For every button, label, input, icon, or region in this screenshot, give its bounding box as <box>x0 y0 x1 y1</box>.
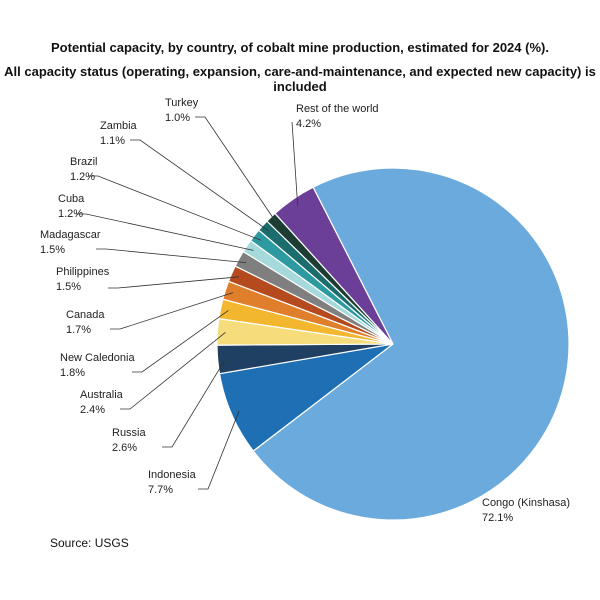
slice-value-label: 1.1% <box>100 135 125 147</box>
chart-title: Potential capacity, by country, of cobal… <box>51 40 549 55</box>
slice-value-label: 2.6% <box>112 442 137 454</box>
slice-label: Rest of the world <box>296 103 379 115</box>
leader-line <box>96 248 247 263</box>
slice-label: Zambia <box>100 120 138 132</box>
slice-label: New Caledonia <box>60 352 135 364</box>
leader-line <box>195 116 277 224</box>
source-note: Source: USGS <box>50 536 129 550</box>
leader-line <box>130 139 269 232</box>
slice-value-label: 2.4% <box>80 404 105 416</box>
slice-label: Indonesia <box>148 469 197 481</box>
slice-value-label: 72.1% <box>482 512 513 524</box>
slice-label: Turkey <box>165 97 199 109</box>
slice-value-label: 1.2% <box>70 171 95 183</box>
slice-label: Philippines <box>56 266 110 278</box>
slice-value-label: 1.7% <box>66 324 91 336</box>
leader-line <box>76 213 254 251</box>
slice-label: Australia <box>80 389 124 401</box>
leader-line <box>291 121 299 206</box>
slice-value-label: 1.8% <box>60 367 85 379</box>
slice-value-label: 1.2% <box>58 208 83 220</box>
slice-label: Madagascar <box>40 229 101 241</box>
slice-value-label: 1.0% <box>165 112 190 124</box>
leader-line <box>110 292 234 330</box>
pie-slice-congo-kinshasa <box>252 167 570 521</box>
leader-line <box>132 310 229 373</box>
pie-slice-rest-of-the-world <box>274 186 394 345</box>
slice-value-label: 7.7% <box>148 484 173 496</box>
slice-value-label: 1.5% <box>40 244 65 256</box>
leader-line <box>198 411 240 490</box>
slice-value-label: 4.2% <box>296 118 321 130</box>
leader-line <box>108 276 240 289</box>
leader-line <box>120 332 226 410</box>
leader-line <box>88 175 262 241</box>
slice-value-label: 1.5% <box>56 281 81 293</box>
leader-line <box>162 358 226 448</box>
slice-label: Canada <box>66 309 105 321</box>
slice-label: Cuba <box>58 193 85 205</box>
slice-label: Brazil <box>70 156 98 168</box>
slice-label: Congo (Kinshasa) <box>482 497 570 509</box>
slice-label: Russia <box>112 427 147 439</box>
chart-subtitle: All capacity status (operating, expansio… <box>4 64 596 94</box>
